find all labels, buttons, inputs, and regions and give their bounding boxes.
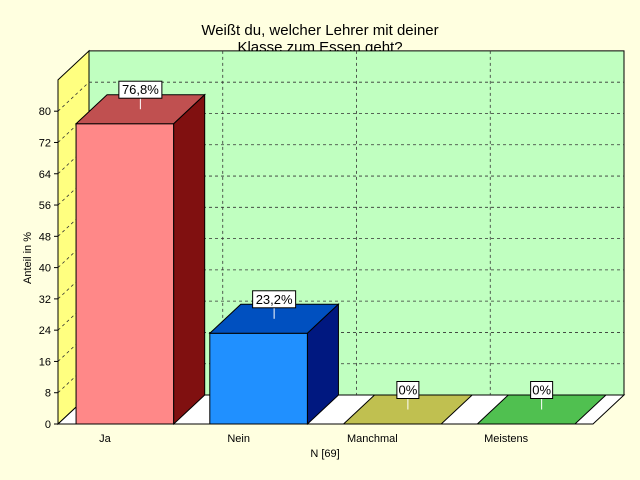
bar-side: [173, 93, 206, 426]
y-gridline-side: [57, 207, 90, 237]
y-tick-label: 72: [39, 137, 51, 149]
y-tick-label: 40: [39, 263, 51, 275]
chart-title: Weißt du, welcher Lehrer mit deiner: [201, 22, 438, 39]
data-label: 23,2%: [256, 292, 293, 307]
y-gridline-side: [57, 175, 90, 206]
data-label: 76,8%: [122, 82, 159, 97]
bar-nein: [209, 332, 308, 425]
x-tick-label: Meistens: [484, 433, 529, 445]
y-tick-label: 32: [39, 294, 51, 306]
y-gridline-side: [57, 113, 90, 143]
x-axis-label: N [69]: [310, 448, 339, 460]
data-label-box: [396, 381, 420, 399]
data-label-box: [118, 80, 163, 99]
bar-side: [306, 303, 339, 426]
y-tick-label: 56: [39, 200, 51, 212]
y-gridline-side: [57, 238, 90, 268]
y-tick-label: 0: [45, 419, 51, 431]
y-axis-label: Anteil in %: [22, 232, 34, 284]
y-gridline-side: [57, 300, 90, 331]
y-tick-label: 24: [39, 325, 51, 337]
data-label: 0%: [398, 383, 417, 398]
y-gridline-side: [57, 332, 90, 362]
y-gridline-side: [57, 81, 90, 112]
data-label-box: [252, 290, 297, 309]
y-tick-label: 16: [39, 356, 51, 368]
y-tick-label: 48: [39, 231, 51, 243]
y-gridline-side: [57, 144, 90, 175]
x-tick-label: Nein: [227, 433, 250, 445]
y-tick-label: 64: [39, 169, 51, 181]
data-label-box: [530, 381, 554, 399]
plot-area: 0 8 16 24 32 40 48 56 64 72 80 76,8% Ja 23,2% Nein 0% Ma…: [39, 49, 626, 445]
y-gridline-side: [57, 269, 90, 300]
bar-ja: [75, 123, 175, 425]
data-label: 0%: [532, 383, 551, 398]
y-tick-label: 8: [45, 388, 51, 400]
x-tick-label: Manchmal: [347, 433, 398, 445]
y-tick-label: 80: [39, 106, 51, 118]
x-tick-label: Ja: [99, 433, 112, 445]
y-gridline-side: [57, 363, 90, 394]
